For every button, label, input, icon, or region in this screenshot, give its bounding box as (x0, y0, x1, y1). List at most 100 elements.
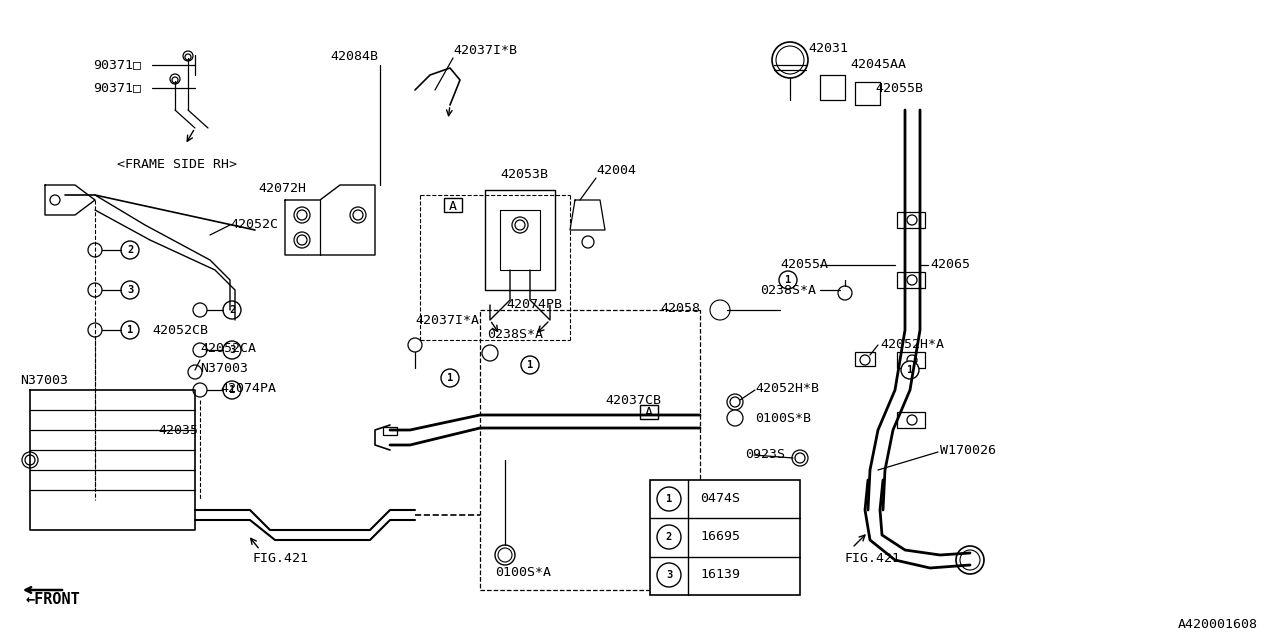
Text: FIG.421: FIG.421 (845, 552, 901, 564)
Circle shape (122, 281, 140, 299)
Bar (640, 405, 658, 419)
Text: 90371□: 90371□ (93, 81, 141, 95)
Circle shape (186, 54, 191, 60)
Circle shape (88, 243, 102, 257)
Text: 42052CA: 42052CA (200, 342, 256, 355)
Text: 42053B: 42053B (500, 168, 548, 182)
Text: 1: 1 (127, 325, 133, 335)
Text: A: A (645, 406, 653, 419)
Bar (444, 198, 462, 212)
Circle shape (713, 303, 727, 317)
Text: 42052CB: 42052CB (152, 323, 207, 337)
Circle shape (294, 232, 310, 248)
Circle shape (727, 410, 742, 426)
Text: 42072H: 42072H (259, 182, 306, 195)
Circle shape (908, 215, 916, 225)
Circle shape (901, 361, 919, 379)
Text: 42037CB: 42037CB (605, 394, 660, 406)
Text: 42052H*B: 42052H*B (755, 381, 819, 394)
Circle shape (408, 338, 422, 352)
Text: <FRAME SIDE RH>: <FRAME SIDE RH> (116, 159, 237, 172)
Bar (480, 310, 700, 590)
Text: 42065: 42065 (931, 259, 970, 271)
Circle shape (122, 321, 140, 339)
Text: A420001608: A420001608 (1178, 618, 1258, 632)
Text: 42084B: 42084B (330, 51, 378, 63)
Circle shape (349, 207, 366, 223)
Text: 1: 1 (906, 365, 913, 375)
Circle shape (780, 271, 797, 289)
Circle shape (88, 283, 102, 297)
Text: 0474S: 0474S (700, 493, 740, 506)
Text: 42052H*A: 42052H*A (881, 339, 945, 351)
Circle shape (956, 546, 984, 574)
Text: N37003: N37003 (20, 374, 68, 387)
Circle shape (223, 381, 241, 399)
Circle shape (26, 455, 35, 465)
Circle shape (353, 210, 364, 220)
Circle shape (297, 210, 307, 220)
Text: 42055A: 42055A (780, 259, 828, 271)
Circle shape (183, 51, 193, 61)
Circle shape (223, 341, 241, 359)
Text: 1: 1 (527, 360, 534, 370)
Bar (897, 412, 925, 428)
Text: 0100S*B: 0100S*B (755, 412, 812, 424)
Text: 3: 3 (229, 345, 236, 355)
Text: 90371□: 90371□ (93, 58, 141, 72)
Text: FIG.421: FIG.421 (253, 552, 308, 564)
Text: 1: 1 (447, 373, 453, 383)
Text: 16139: 16139 (700, 568, 740, 582)
Circle shape (122, 241, 140, 259)
Circle shape (727, 394, 742, 410)
Circle shape (223, 301, 241, 319)
Circle shape (88, 323, 102, 337)
Text: 42074PB: 42074PB (506, 298, 562, 312)
Circle shape (442, 369, 460, 387)
Text: A: A (449, 200, 457, 212)
Circle shape (908, 355, 916, 365)
Bar (650, 480, 800, 595)
Circle shape (772, 42, 808, 78)
Circle shape (860, 355, 870, 365)
Text: 42037I*A: 42037I*A (415, 314, 479, 326)
Circle shape (495, 545, 515, 565)
Text: N37003: N37003 (200, 362, 248, 374)
Text: 42074PA: 42074PA (220, 381, 276, 394)
Text: 42035: 42035 (157, 424, 198, 436)
Circle shape (521, 356, 539, 374)
Circle shape (50, 195, 60, 205)
Circle shape (193, 343, 207, 357)
Text: 42045AA: 42045AA (850, 58, 906, 72)
Circle shape (22, 452, 38, 468)
Circle shape (792, 450, 808, 466)
Circle shape (838, 286, 852, 300)
Circle shape (297, 235, 307, 245)
Text: 0238S*A: 0238S*A (760, 284, 817, 296)
Text: 16695: 16695 (700, 531, 740, 543)
Bar (897, 352, 925, 368)
Text: 2: 2 (229, 305, 236, 315)
Circle shape (795, 453, 805, 463)
Circle shape (294, 207, 310, 223)
Circle shape (170, 74, 180, 84)
Text: 0100S*A: 0100S*A (495, 566, 550, 579)
Text: 1: 1 (785, 275, 791, 285)
Text: 42055B: 42055B (876, 81, 923, 95)
Circle shape (172, 77, 178, 83)
Text: 42058: 42058 (660, 301, 700, 314)
Text: 3: 3 (127, 285, 133, 295)
Bar (897, 272, 925, 288)
Circle shape (908, 275, 916, 285)
Bar (383, 427, 397, 435)
Circle shape (582, 236, 594, 248)
Circle shape (657, 563, 681, 587)
Text: 0238S*A: 0238S*A (486, 328, 543, 342)
Circle shape (960, 550, 980, 570)
Text: 2: 2 (127, 245, 133, 255)
Text: 3: 3 (666, 570, 672, 580)
Bar (897, 212, 925, 228)
Circle shape (512, 217, 529, 233)
Circle shape (710, 300, 730, 320)
Bar (855, 352, 876, 366)
